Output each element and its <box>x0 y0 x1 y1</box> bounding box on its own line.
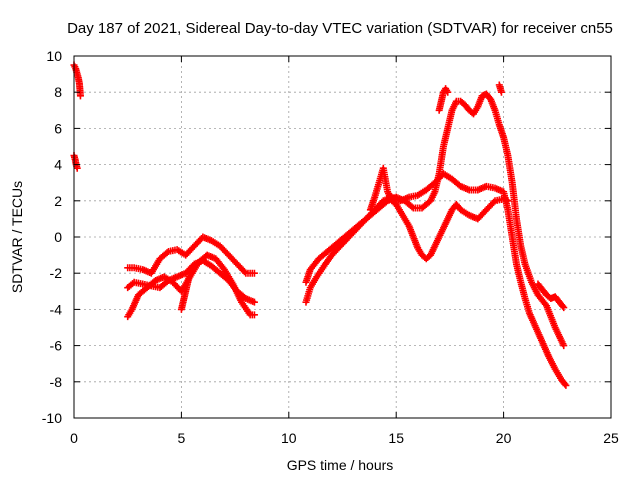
data-point <box>250 311 258 319</box>
data-point <box>504 197 512 205</box>
axis-ticks <box>73 55 612 419</box>
data-point <box>560 304 568 312</box>
y-axis-label: SDTVAR / TECUs <box>9 181 25 293</box>
series-seg3b <box>302 90 568 350</box>
x-axis-label: GPS time / hours <box>287 457 394 473</box>
y-tick-label: 8 <box>54 84 62 100</box>
y-tick-label: -10 <box>42 410 62 426</box>
series-seg2d <box>177 269 194 313</box>
data-point <box>250 298 258 306</box>
data-point <box>240 268 248 276</box>
series-seg3f <box>534 280 568 312</box>
series-seg1a <box>70 61 84 100</box>
x-tick-label: 20 <box>496 430 512 446</box>
data-point <box>163 249 171 257</box>
data-point <box>562 381 570 389</box>
x-tick-label: 5 <box>178 430 186 446</box>
y-tick-label: 0 <box>54 229 62 245</box>
series-seg3e <box>495 81 505 96</box>
series-seg2a <box>124 233 258 277</box>
data-point <box>444 88 452 96</box>
data-point <box>497 88 505 96</box>
chart-title: Day 187 of 2021, Sidereal Day-to-day VTE… <box>67 20 613 37</box>
x-tick-label: 15 <box>388 430 404 446</box>
series-seg3d <box>435 85 452 114</box>
x-tick-label: 25 <box>603 430 619 446</box>
data-point <box>76 92 84 100</box>
data-point <box>73 164 81 172</box>
data-point <box>560 342 568 350</box>
data-point <box>408 203 416 211</box>
y-tick-label: -4 <box>50 301 63 317</box>
x-tick-labels: 0 5 10 15 20 25 <box>70 430 619 446</box>
x-tick-label: 10 <box>281 430 297 446</box>
data-point <box>559 302 567 310</box>
y-tick-label: -8 <box>50 374 63 390</box>
data-marks <box>70 61 570 389</box>
y-tick-label: 6 <box>54 120 62 136</box>
y-tick-label: 4 <box>54 157 62 173</box>
y-tick-labels: 10 8 6 4 2 0 -2 -4 -6 -8 -10 <box>42 48 62 426</box>
data-point <box>186 269 194 277</box>
x-tick-label: 0 <box>70 430 78 446</box>
data-point <box>490 198 498 206</box>
data-point <box>250 269 258 277</box>
grid <box>74 56 611 418</box>
y-tick-label: 10 <box>46 48 62 64</box>
series-seg1b <box>70 152 81 172</box>
data-point <box>561 380 569 388</box>
y-tick-label: -2 <box>50 265 63 281</box>
y-tick-label: 2 <box>54 193 62 209</box>
y-tick-label: -6 <box>50 338 63 354</box>
series-seg3c <box>366 164 512 263</box>
series-seg2c <box>124 251 258 321</box>
